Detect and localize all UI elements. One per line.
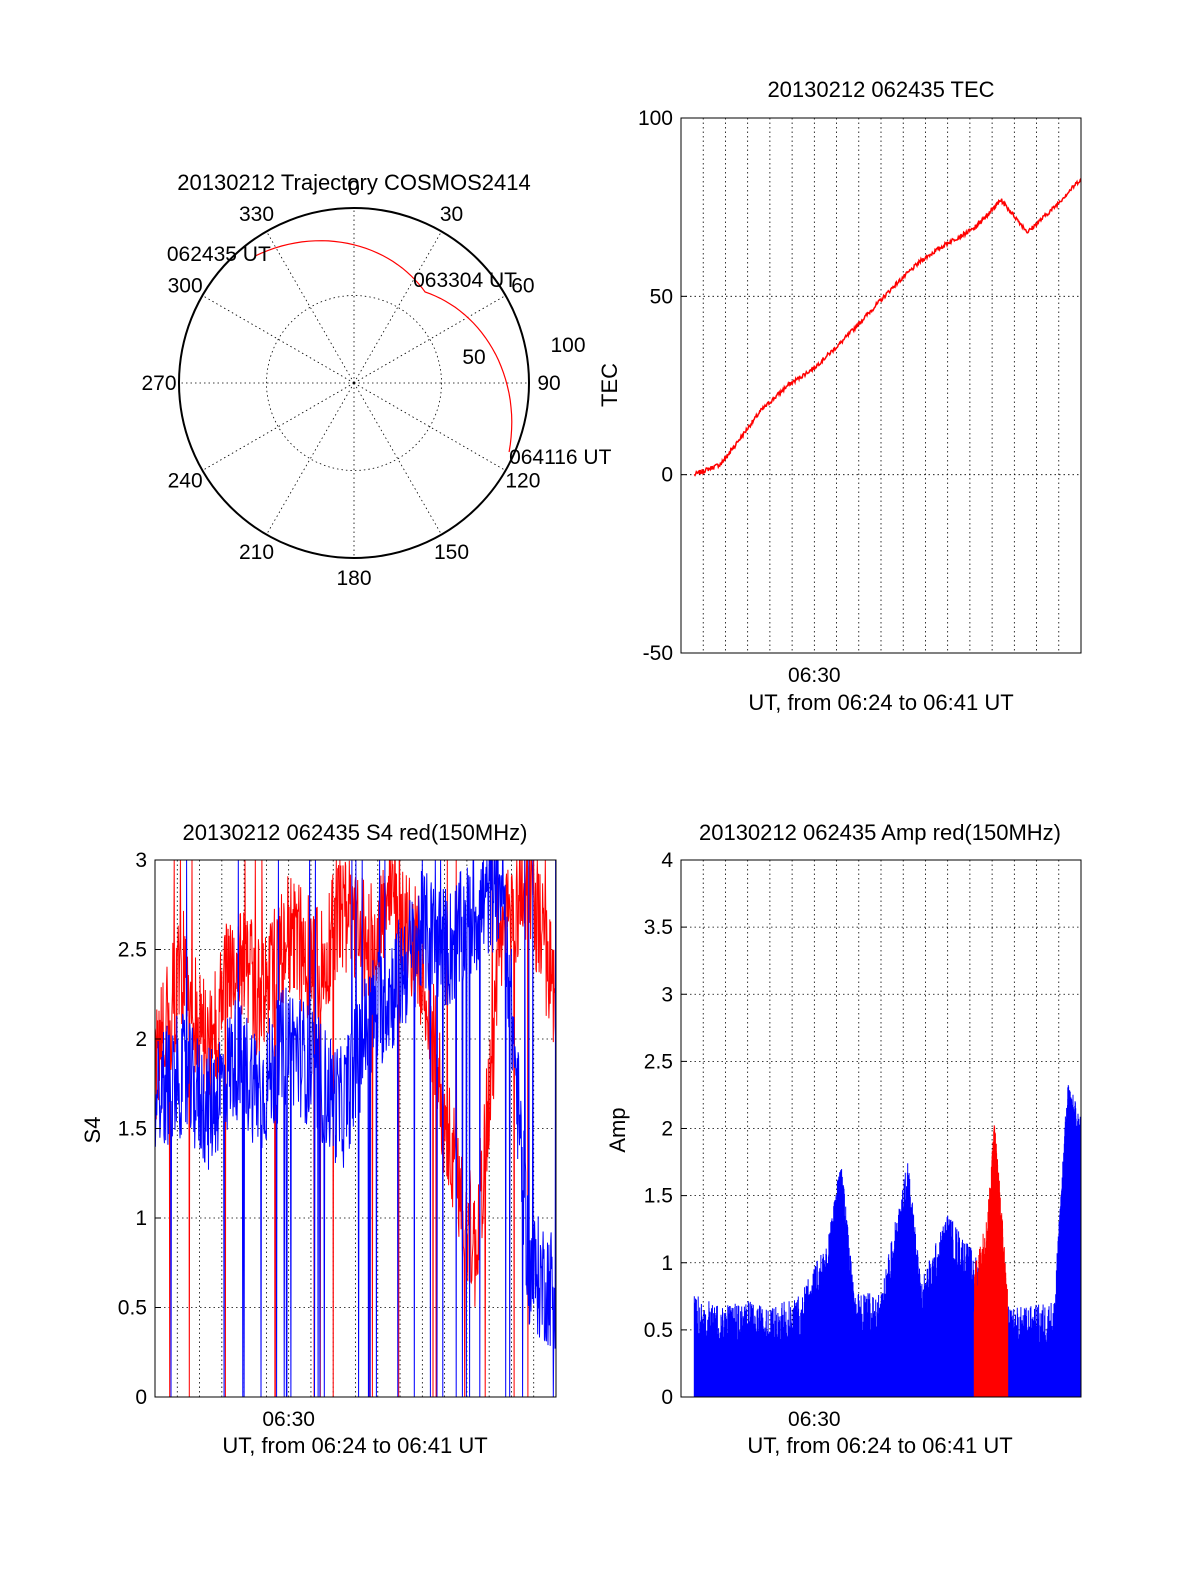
polar-radial-label: 100 xyxy=(550,334,585,357)
tec-series-line xyxy=(693,178,1081,477)
tec-grid xyxy=(681,117,1081,654)
polar-azimuth-label: 30 xyxy=(440,203,463,226)
s4-y-tick-label: 1 xyxy=(135,1207,147,1230)
amp-y-tick-label: 2 xyxy=(661,1118,673,1141)
s4-y-tick-labels: 0 0.5 1 1.5 2 2.5 3 xyxy=(118,849,161,1409)
tec-series xyxy=(693,178,1081,477)
polar-track-time-label: 064116 UT xyxy=(509,446,612,469)
polar-track-time-label: 063304 UT xyxy=(413,269,517,292)
polar-azimuth-label: 270 xyxy=(141,372,176,395)
polar-trajectory-panel: 20130212 Trajectory COSMOS2414 0 30 60 90 12… xyxy=(141,170,611,590)
polar-azimuth-labels: 0 30 60 90 120 150 180 210 240 270 300 330 xyxy=(141,177,560,590)
s4-title: 20130212 062435 S4 red(150MHz) xyxy=(183,820,528,845)
s4-x-tick-labels: 06:30 xyxy=(262,1408,315,1431)
polar-azimuth-label: 150 xyxy=(434,541,469,564)
amp-y-tick-label: 0.5 xyxy=(644,1319,673,1342)
amp-y-tick-label: 3 xyxy=(661,983,673,1006)
s4-x-tick-label: 06:30 xyxy=(262,1408,315,1431)
amp-series xyxy=(693,1085,1081,1397)
tec-y-tick-label: 0 xyxy=(661,464,673,487)
amp-x-axis-label: UT, from 06:24 to 06:41 UT xyxy=(747,1433,1012,1458)
tec-y-tick-label: -50 xyxy=(643,642,673,665)
polar-radial-label: 50 xyxy=(462,346,485,369)
amp-series-group xyxy=(973,1125,1009,1397)
amp-y-tick-label: 4 xyxy=(661,849,673,872)
polar-azimuth-label: 300 xyxy=(168,275,203,298)
polar-azimuth-label: 180 xyxy=(336,567,371,590)
s4-y-axis-label: S4 xyxy=(80,1117,105,1144)
amp-y-tick-labels: 0 0.5 1 1.5 2 2.5 3 3.5 4 xyxy=(644,849,687,1409)
polar-track: 062435 UT 063304 UT 064116 UT xyxy=(167,240,612,469)
polar-track-line xyxy=(254,240,513,453)
polar-azimuth-label: 60 xyxy=(511,275,534,298)
tec-y-tick-label: 100 xyxy=(638,107,673,130)
s4-y-tick-label: 2.5 xyxy=(118,939,147,962)
polar-radial-labels: 50 100 xyxy=(462,334,585,369)
polar-azimuth-label: 0 xyxy=(348,177,360,200)
amp-y-axis-label: Amp xyxy=(605,1107,630,1152)
polar-grid xyxy=(179,208,529,558)
tec-x-axis-label: UT, from 06:24 to 06:41 UT xyxy=(748,690,1013,715)
s4-y-tick-label: 3 xyxy=(135,849,147,872)
tec-y-tick-label: 50 xyxy=(650,285,673,308)
polar-azimuth-label: 330 xyxy=(239,203,274,226)
s4-y-tick-label: 1.5 xyxy=(118,1118,147,1141)
polar-azimuth-label: 240 xyxy=(168,470,203,493)
amp-y-tick-label: 2.5 xyxy=(644,1050,673,1073)
polar-grid-spoke xyxy=(353,295,506,384)
polar-grid-spoke xyxy=(202,382,355,471)
amp-x-tick-labels: 06:30 xyxy=(788,1408,841,1431)
s4-panel: 20130212 062435 S4 red(150MHz) 0 0.5 1 1.5 2… xyxy=(80,820,557,1458)
s4-series-line xyxy=(155,860,556,1397)
s4-y-tick-label: 2 xyxy=(135,1028,147,1051)
polar-azimuth-label: 210 xyxy=(239,541,274,564)
amp-panel: 20130212 062435 Amp red(150MHz) 0 0.5 1 1.5… xyxy=(605,820,1082,1458)
amp-title: 20130212 062435 Amp red(150MHz) xyxy=(699,820,1061,845)
tec-x-tick-labels: 06:30 xyxy=(788,664,841,687)
s4-series xyxy=(155,860,556,1397)
s4-x-axis-label: UT, from 06:24 to 06:41 UT xyxy=(222,1433,487,1458)
amp-series-line xyxy=(693,1085,1081,1397)
tec-panel: 20130212 062435 TEC -50 0 50 100 06:30 UT, … xyxy=(597,77,1082,715)
polar-grid-spoke xyxy=(353,231,442,384)
s4-y-tick-label: 0 xyxy=(135,1386,147,1409)
polar-azimuth-label: 90 xyxy=(537,372,560,395)
tec-plot-frame xyxy=(680,117,1082,654)
polar-grid-circle xyxy=(266,295,442,471)
polar-outer-ring xyxy=(178,207,530,559)
amp-y-tick-label: 3.5 xyxy=(644,916,673,939)
polar-azimuth-label: 120 xyxy=(505,470,540,493)
tec-y-tick-labels: -50 0 50 100 xyxy=(638,107,687,665)
tec-title: 20130212 062435 TEC xyxy=(767,77,994,102)
s4-y-tick-label: 0.5 xyxy=(118,1297,147,1320)
amp-x-tick-label: 06:30 xyxy=(788,1408,841,1431)
tec-x-tick-label: 06:30 xyxy=(788,664,841,687)
polar-track-time-label: 062435 UT xyxy=(167,243,271,266)
amp-series-group xyxy=(693,1085,1081,1397)
amp-series-line xyxy=(973,1125,1009,1397)
amp-y-tick-label: 1.5 xyxy=(644,1185,673,1208)
s4-series-group xyxy=(155,860,556,1397)
amp-y-tick-label: 1 xyxy=(661,1252,673,1275)
polar-grid-spoke xyxy=(266,382,355,535)
tec-series-group xyxy=(693,178,1081,477)
tec-y-axis-label: TEC xyxy=(597,363,622,407)
amp-y-tick-label: 0 xyxy=(661,1386,673,1409)
polar-title: 20130212 Trajectory COSMOS2414 xyxy=(177,170,530,195)
